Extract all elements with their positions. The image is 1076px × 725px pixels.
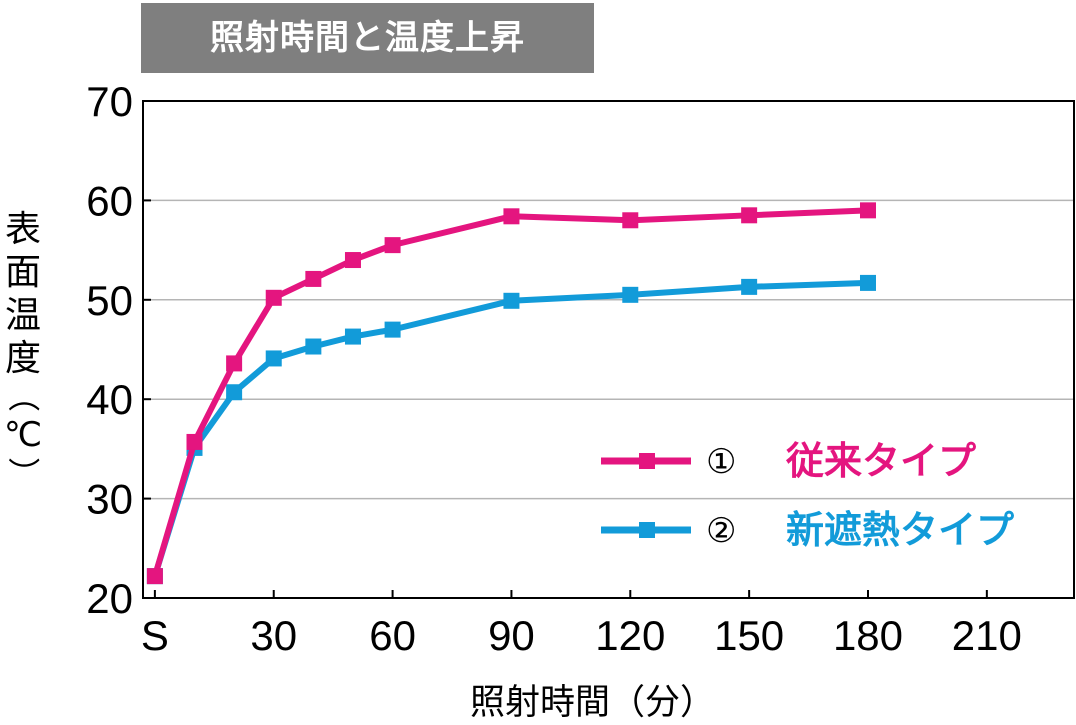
legend-marker	[639, 453, 655, 469]
y-tick-label: 50	[86, 277, 133, 324]
y-tick-label: 20	[86, 575, 133, 622]
data-point-marker	[384, 321, 401, 338]
y-axis-label-char: 面	[4, 252, 41, 293]
legend-number: ①	[706, 442, 736, 482]
plot-frame	[142, 100, 1075, 599]
series-line	[151, 207, 871, 580]
legend-label: 新遮熱タイプ	[786, 508, 1014, 552]
data-point-marker	[741, 278, 758, 295]
x-tick-label: 30	[250, 612, 297, 659]
data-point-marker	[305, 270, 322, 287]
y-axis-unit: ℃	[3, 415, 43, 455]
data-point-marker	[859, 274, 876, 291]
y-tick-label: 70	[86, 78, 133, 125]
x-tick-label: 180	[833, 612, 903, 659]
data-point-marker	[622, 286, 639, 303]
data-point-marker	[305, 338, 322, 355]
x-tick-label: 60	[369, 612, 416, 659]
chart-title: 照射時間と温度上昇	[141, 3, 594, 73]
x-tick-label: 120	[595, 612, 665, 659]
y-tick-label: 30	[86, 476, 133, 523]
y-tick-label: 60	[86, 177, 133, 224]
legend-number: ②	[706, 511, 736, 551]
x-tick-label: 210	[952, 612, 1022, 659]
data-point-marker	[226, 384, 243, 401]
series-line	[151, 279, 871, 580]
data-point-marker	[503, 292, 520, 309]
data-point-marker	[344, 328, 361, 345]
data-point-marker	[859, 202, 876, 219]
y-axis-label-char: 度	[4, 338, 41, 379]
data-point-marker	[622, 212, 639, 229]
data-point-marker	[146, 568, 163, 585]
x-tick-label: 150	[714, 612, 784, 659]
data-point-marker	[741, 207, 758, 224]
y-tick-label: 40	[86, 376, 133, 423]
data-point-marker	[186, 433, 203, 450]
data-point-marker	[265, 289, 282, 306]
data-point-marker	[503, 208, 520, 225]
data-point-marker	[344, 252, 361, 269]
data-point-marker	[265, 350, 282, 367]
data-point-marker	[226, 355, 243, 372]
data-point-marker	[384, 237, 401, 254]
y-axis-label-char: 表	[4, 209, 41, 250]
legend-marker	[639, 522, 655, 538]
x-tick-label: 90	[488, 612, 535, 659]
x-tick-label: S	[141, 612, 169, 659]
x-axis-label: 照射時間（分）	[470, 683, 716, 723]
y-axis-label: 表 面 温 度 （ ℃ ）	[0, 208, 46, 489]
y-axis-label-char: 温	[4, 295, 41, 336]
legend-label: 従来タイプ	[785, 439, 976, 483]
